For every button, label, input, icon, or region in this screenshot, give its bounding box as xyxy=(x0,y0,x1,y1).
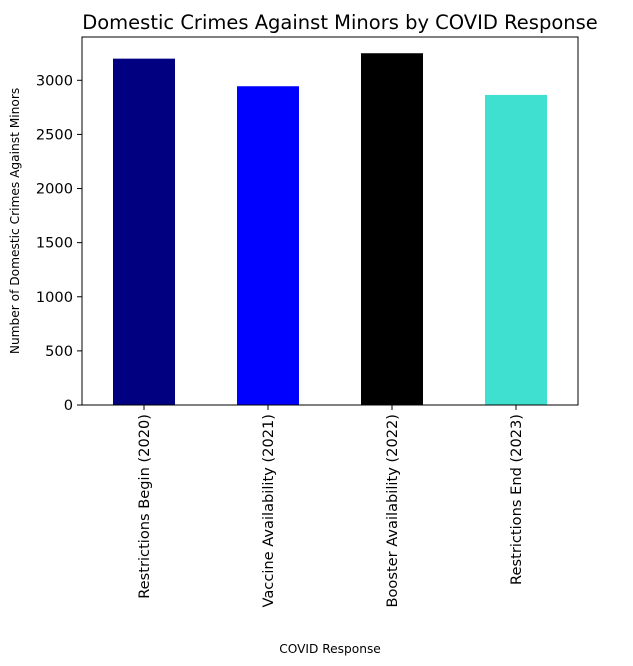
plot-area: 0 500 1000 1500 2000 2500 3000 Restrictions Beg… xyxy=(36,36,579,608)
y-tick-label-2: 500 xyxy=(45,343,73,360)
y-axis-label: Number of Domestic Crimes Against Minors xyxy=(8,88,22,354)
y-tick-label-3: 1000 xyxy=(36,289,73,306)
bar-3 xyxy=(361,53,423,406)
bar-2 xyxy=(237,86,299,405)
chart-title: Domestic Crimes Against Minors by COVID … xyxy=(82,11,598,34)
x-tick-label-3: Booster Availability (2022) xyxy=(384,414,401,608)
x-tick-label-1: Restrictions Begin (2020) xyxy=(136,414,153,599)
axes-frame xyxy=(81,36,579,406)
y-tick-label-6: 2500 xyxy=(36,126,73,143)
y-tick-label-7: 3000 xyxy=(36,72,73,89)
x-tick-label-2: Vaccine Availability (2021) xyxy=(260,414,277,607)
x-axis-label: COVID Response xyxy=(279,642,381,656)
y-tick-label-1: 0 xyxy=(64,397,73,414)
bar-1 xyxy=(113,58,175,405)
y-tick-label-5: 2000 xyxy=(36,181,73,198)
y-tick-label-4: 1500 xyxy=(36,235,73,252)
x-tick-label-4: Restrictions End (2023) xyxy=(508,414,525,585)
bar-4 xyxy=(485,94,547,405)
